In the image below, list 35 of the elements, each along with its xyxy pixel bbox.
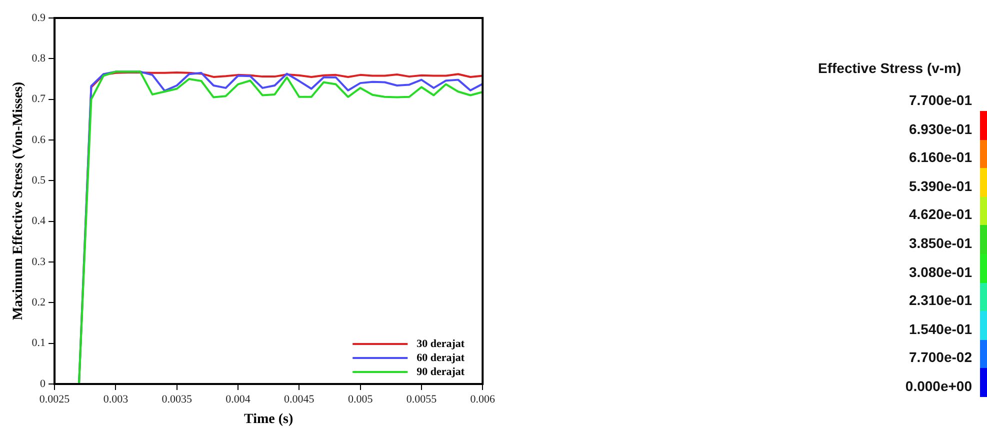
text: 6.930e-01 [908, 120, 972, 137]
legend-label: 60 derajat [416, 352, 465, 364]
x-axis-title: Time (s) [244, 412, 294, 428]
y-axis-title: Maximum Effective Stress (Von-Misses) [11, 81, 26, 320]
text: 0.000e+00 [905, 378, 972, 394]
text: 6.160e-01 [908, 149, 972, 166]
text: 7.700e-01 [908, 92, 972, 108]
legend-label: 30 derajat [416, 338, 465, 350]
x-tick-label: 0.006 [470, 393, 496, 406]
x-tick-label: 0.003 [103, 393, 129, 406]
x-tick-label: 0.0045 [284, 393, 315, 406]
text: 3.850e-01 [908, 235, 972, 251]
y-tick-label: 0.2 [32, 296, 46, 309]
text: 4.620e-01 [908, 206, 972, 222]
y-tick-label: 0.4 [32, 215, 46, 228]
y-tick-label: 0.6 [32, 134, 46, 146]
y-tick-label: 0.5 [32, 174, 46, 187]
text: 5.390e-01 [908, 178, 972, 194]
text: 1.540e-01 [908, 320, 972, 337]
y-tick-label: 0.1 [32, 337, 46, 350]
x-tick-label: 0.005 [348, 393, 374, 406]
x-tick-label: 0.0055 [406, 393, 438, 406]
x-tick-label: 0.0025 [39, 393, 70, 406]
y-tick-label: 0.3 [32, 256, 46, 268]
y-tick-label: 0 [40, 378, 46, 390]
x-tick-label: 0.004 [226, 393, 251, 406]
text: 2.310e-01 [908, 292, 972, 308]
x-tick-label: 0.0035 [162, 393, 192, 406]
text: 7.700e-02 [908, 349, 972, 366]
y-tick-label: 0.9 [32, 12, 46, 24]
legend-label: 90 derajat [416, 366, 465, 378]
y-tick-label: 0.7 [32, 93, 46, 106]
text: Effective Stress (v-m) [818, 60, 962, 76]
text: 3.080e-01 [908, 264, 972, 280]
y-tick-label: 0.8 [32, 52, 46, 65]
